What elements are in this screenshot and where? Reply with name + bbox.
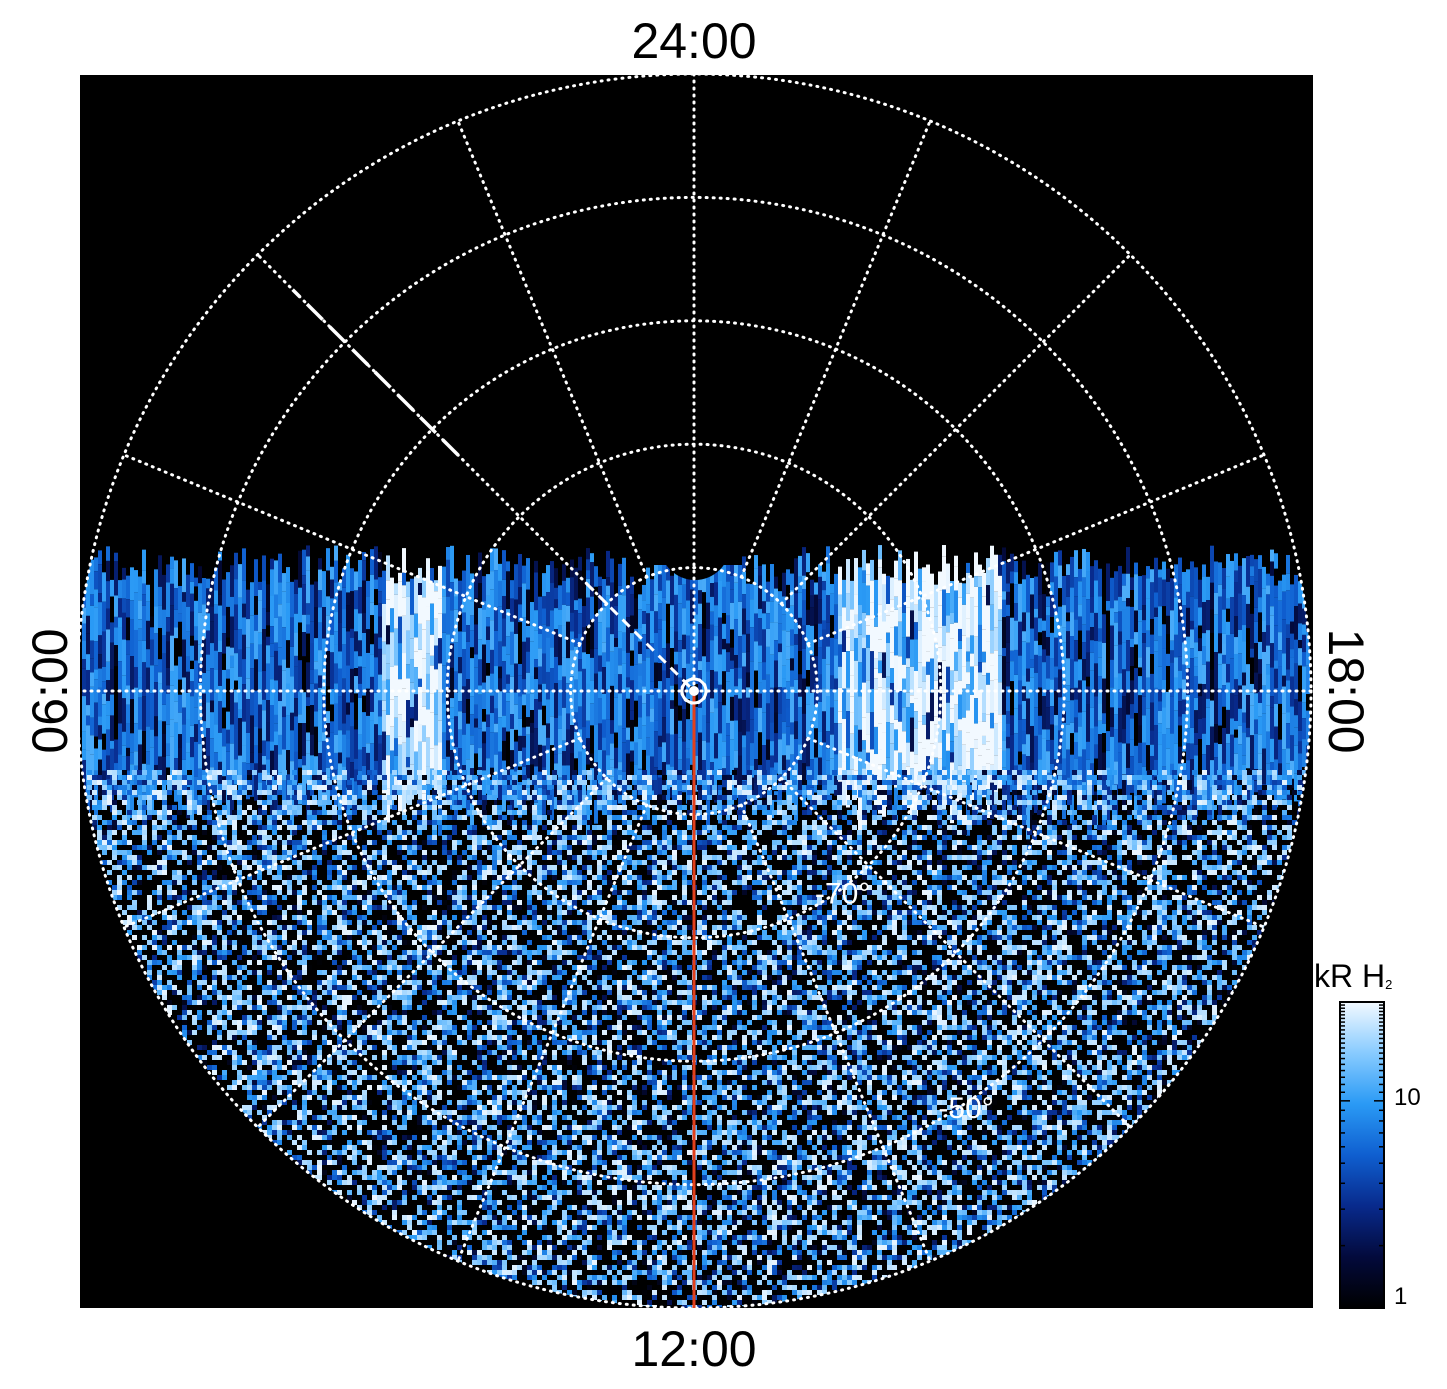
latitude-label: -50° (938, 1092, 993, 1125)
colorbar-title-text: kR H (1314, 958, 1385, 994)
local-time-label-right: 18:00 (1321, 628, 1371, 753)
colorbar-tick-label-10: 10 (1394, 1084, 1421, 1112)
pole-marker-center (689, 686, 699, 696)
local-time-label-top: 24:00 (631, 16, 756, 66)
colorbar-title-subscript: 2 (1385, 977, 1392, 992)
local-time-label-bottom: 12:00 (631, 1324, 756, 1374)
colorbar-tick-label-1: 1 (1394, 1283, 1407, 1311)
local-time-label-left: 06:00 (25, 628, 75, 753)
colorbar-title: kR H2 (1314, 958, 1392, 995)
latitude-label: -70° (815, 877, 870, 910)
colorbar-gradient (1340, 1002, 1384, 1308)
colorbar (1340, 1002, 1384, 1308)
